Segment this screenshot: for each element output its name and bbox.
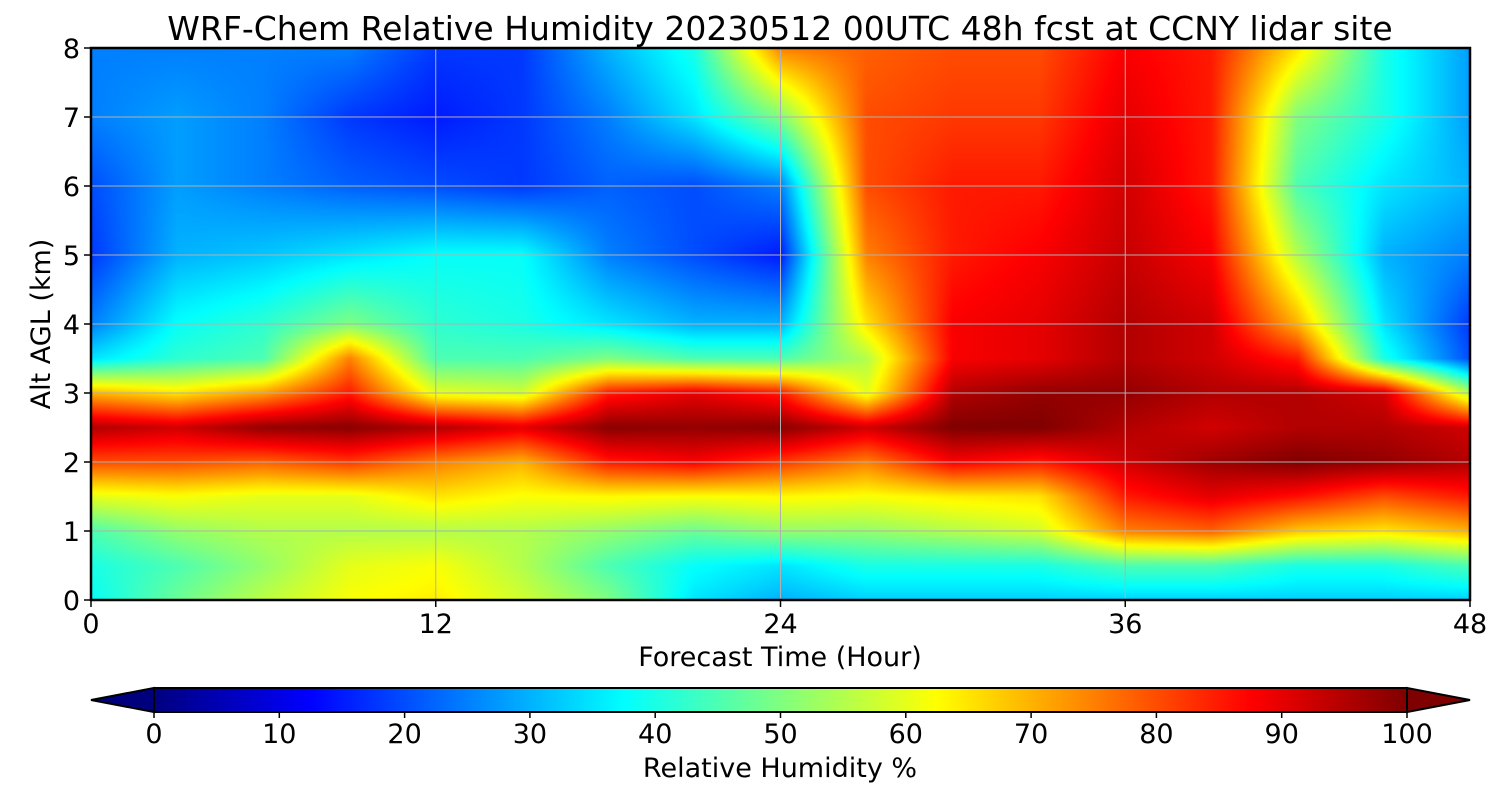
colorbar-extend-high bbox=[1406, 686, 1471, 714]
y-axis-ticks: 0 1 2 3 4 5 6 7 8 bbox=[63, 34, 91, 617]
y-tick-label: 8 bbox=[63, 34, 80, 65]
grid-lines bbox=[91, 48, 1470, 600]
x-tick-label: 24 bbox=[763, 609, 797, 640]
x-axis-ticks: 0 12 24 36 48 bbox=[82, 600, 1487, 640]
y-tick-label: 0 bbox=[63, 586, 80, 617]
colorbar-gradient bbox=[153, 687, 1408, 713]
colorbar-extend-low bbox=[90, 686, 155, 714]
y-axis-label: Alt AGL (km) bbox=[26, 239, 57, 410]
colorbar-tick-label: 40 bbox=[638, 719, 672, 750]
y-tick-label: 7 bbox=[63, 103, 80, 134]
y-tick-label: 5 bbox=[63, 241, 80, 272]
colorbar-tick-label: 50 bbox=[763, 719, 797, 750]
colorbar-tick-label: 0 bbox=[145, 719, 162, 750]
colorbar-tick-label: 20 bbox=[387, 719, 421, 750]
y-tick-label: 4 bbox=[63, 310, 80, 341]
x-tick-label: 12 bbox=[419, 609, 453, 640]
chart-title: WRF-Chem Relative Humidity 20230512 00UT… bbox=[167, 9, 1392, 48]
colorbar-tick-label: 100 bbox=[1381, 719, 1433, 750]
x-tick-label: 0 bbox=[82, 609, 99, 640]
colorbar-label: Relative Humidity % bbox=[643, 753, 917, 784]
colorbar: 0 10 20 30 40 50 60 70 80 90 100 Relative Humidity… bbox=[90, 686, 1471, 784]
y-tick-label: 1 bbox=[63, 517, 80, 548]
colorbar-ticks: 0 10 20 30 40 50 60 70 80 90 100 bbox=[145, 712, 1433, 750]
x-tick-label: 48 bbox=[1453, 609, 1487, 640]
colorbar-tick-label: 80 bbox=[1139, 719, 1173, 750]
colorbar-tick-label: 90 bbox=[1265, 719, 1299, 750]
x-axis-label: Forecast Time (Hour) bbox=[638, 642, 922, 673]
y-tick-label: 2 bbox=[63, 448, 80, 479]
colorbar-tick-label: 10 bbox=[262, 719, 296, 750]
colorbar-tick-label: 70 bbox=[1014, 719, 1048, 750]
y-tick-label: 6 bbox=[63, 172, 80, 203]
y-tick-label: 3 bbox=[63, 379, 80, 410]
colorbar-tick-label: 60 bbox=[889, 719, 923, 750]
x-tick-label: 36 bbox=[1108, 609, 1142, 640]
plot-area bbox=[89, 46, 1472, 602]
colorbar-tick-label: 30 bbox=[513, 719, 547, 750]
